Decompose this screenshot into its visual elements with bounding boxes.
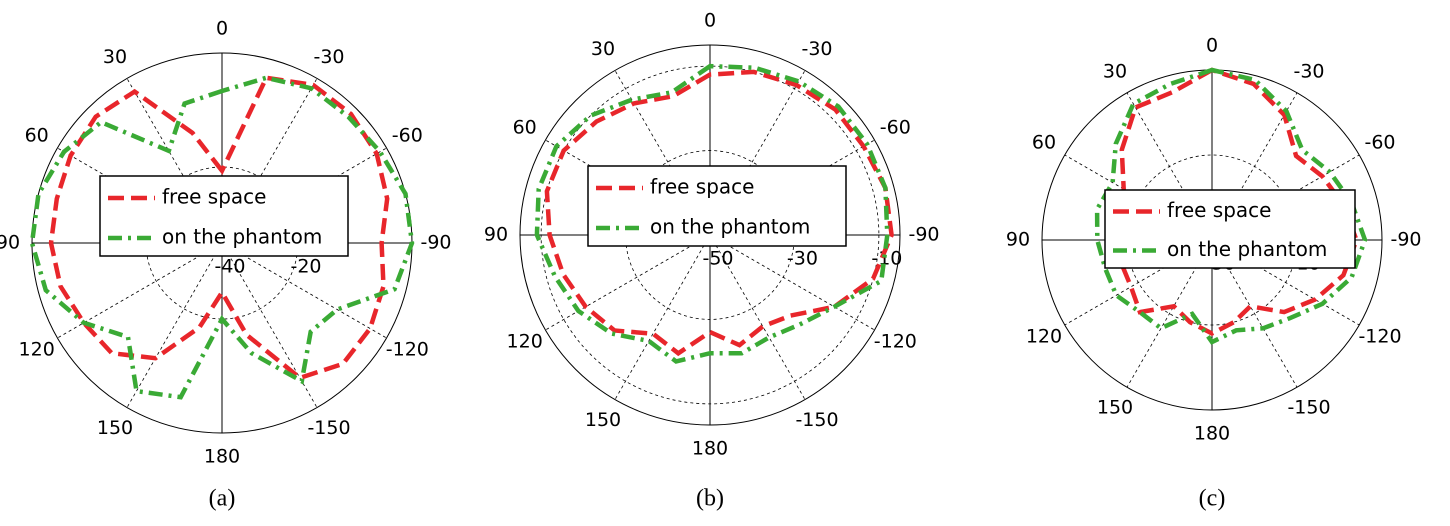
- series-line: [1094, 67, 1368, 345]
- angle-tick-label: 180: [692, 438, 728, 460]
- angle-tick-label: 60: [1032, 132, 1056, 154]
- angle-tick-label: -150: [1287, 397, 1330, 419]
- angle-tick-label: -120: [386, 339, 429, 361]
- series-line: [48, 75, 390, 381]
- angle-tick-label: -150: [795, 409, 838, 431]
- angle-tick-label: -30: [313, 46, 344, 68]
- angle-tick-label: 30: [1103, 60, 1127, 82]
- angle-tick-label: -60: [880, 117, 911, 139]
- angle-tick-label: 30: [591, 38, 615, 60]
- angle-tick-label: -30: [1293, 60, 1324, 82]
- angle-tick-label: 0: [704, 10, 716, 32]
- legend-box: [99, 175, 349, 257]
- radial-tick-label: -20: [290, 256, 321, 278]
- legend-box: [1104, 189, 1356, 269]
- angle-tick-label: -60: [392, 125, 423, 147]
- angle-tick-label: 150: [1097, 397, 1133, 419]
- legend-label: on the phantom: [650, 215, 810, 239]
- angle-tick-label: -90: [1390, 229, 1421, 251]
- angle-tick-label: 90: [0, 232, 20, 254]
- radial-tick-label: -50: [702, 248, 733, 270]
- angle-tick-label: 0: [216, 18, 228, 40]
- angle-spoke: [1211, 239, 1360, 326]
- angle-tick-label: 180: [1194, 423, 1230, 445]
- angle-spoke: [709, 234, 875, 331]
- series-line: [29, 75, 415, 400]
- angle-spoke: [126, 242, 223, 408]
- caption: (b): [696, 486, 724, 512]
- angle-tick-label: -90: [420, 232, 451, 254]
- angle-tick-label: 90: [1006, 229, 1030, 251]
- radial-tick-label: -10: [871, 248, 902, 270]
- angle-tick-label: -150: [307, 417, 350, 439]
- angle-tick-label: 150: [97, 417, 133, 439]
- radial-tick-label: -40: [214, 256, 245, 278]
- series-line: [1107, 67, 1359, 337]
- angle-tick-label: 150: [585, 409, 621, 431]
- angle-tick-label: 180: [204, 446, 240, 468]
- angle-spoke: [1126, 92, 1213, 241]
- angle-tick-label: -120: [1358, 326, 1401, 348]
- legend-label: free space: [162, 185, 266, 209]
- legend-label: free space: [650, 175, 754, 199]
- series-line: [544, 69, 894, 357]
- angle-tick-label: -120: [874, 331, 917, 353]
- angle-tick-label: 60: [513, 117, 537, 139]
- angle-tick-label: -30: [801, 38, 832, 60]
- legend-label: on the phantom: [162, 225, 322, 249]
- angle-tick-label: 120: [507, 331, 543, 353]
- legend-label: on the phantom: [1167, 237, 1327, 261]
- angle-spoke: [1211, 239, 1298, 388]
- angle-spoke: [614, 234, 711, 400]
- angle-spoke: [1064, 239, 1213, 326]
- angle-tick-label: 0: [1206, 35, 1218, 57]
- radial-tick-label: -30: [787, 248, 818, 270]
- legend-label: free space: [1167, 198, 1271, 222]
- angle-tick-label: 120: [19, 339, 55, 361]
- angle-spoke: [545, 234, 711, 331]
- caption: (a): [209, 486, 236, 512]
- angle-spoke: [1211, 92, 1298, 241]
- angle-tick-label: 30: [103, 46, 127, 68]
- angle-spoke: [221, 242, 387, 339]
- angle-tick-label: -60: [1364, 132, 1395, 154]
- angle-tick-label: -90: [908, 224, 939, 246]
- angle-tick-label: 60: [25, 125, 49, 147]
- legend-box: [587, 165, 847, 247]
- angle-spoke: [1126, 239, 1213, 388]
- caption: (c): [1199, 486, 1226, 512]
- series-line: [534, 63, 890, 364]
- angle-tick-label: 120: [1026, 326, 1062, 348]
- angle-spoke: [709, 234, 806, 400]
- angle-tick-label: 90: [484, 224, 508, 246]
